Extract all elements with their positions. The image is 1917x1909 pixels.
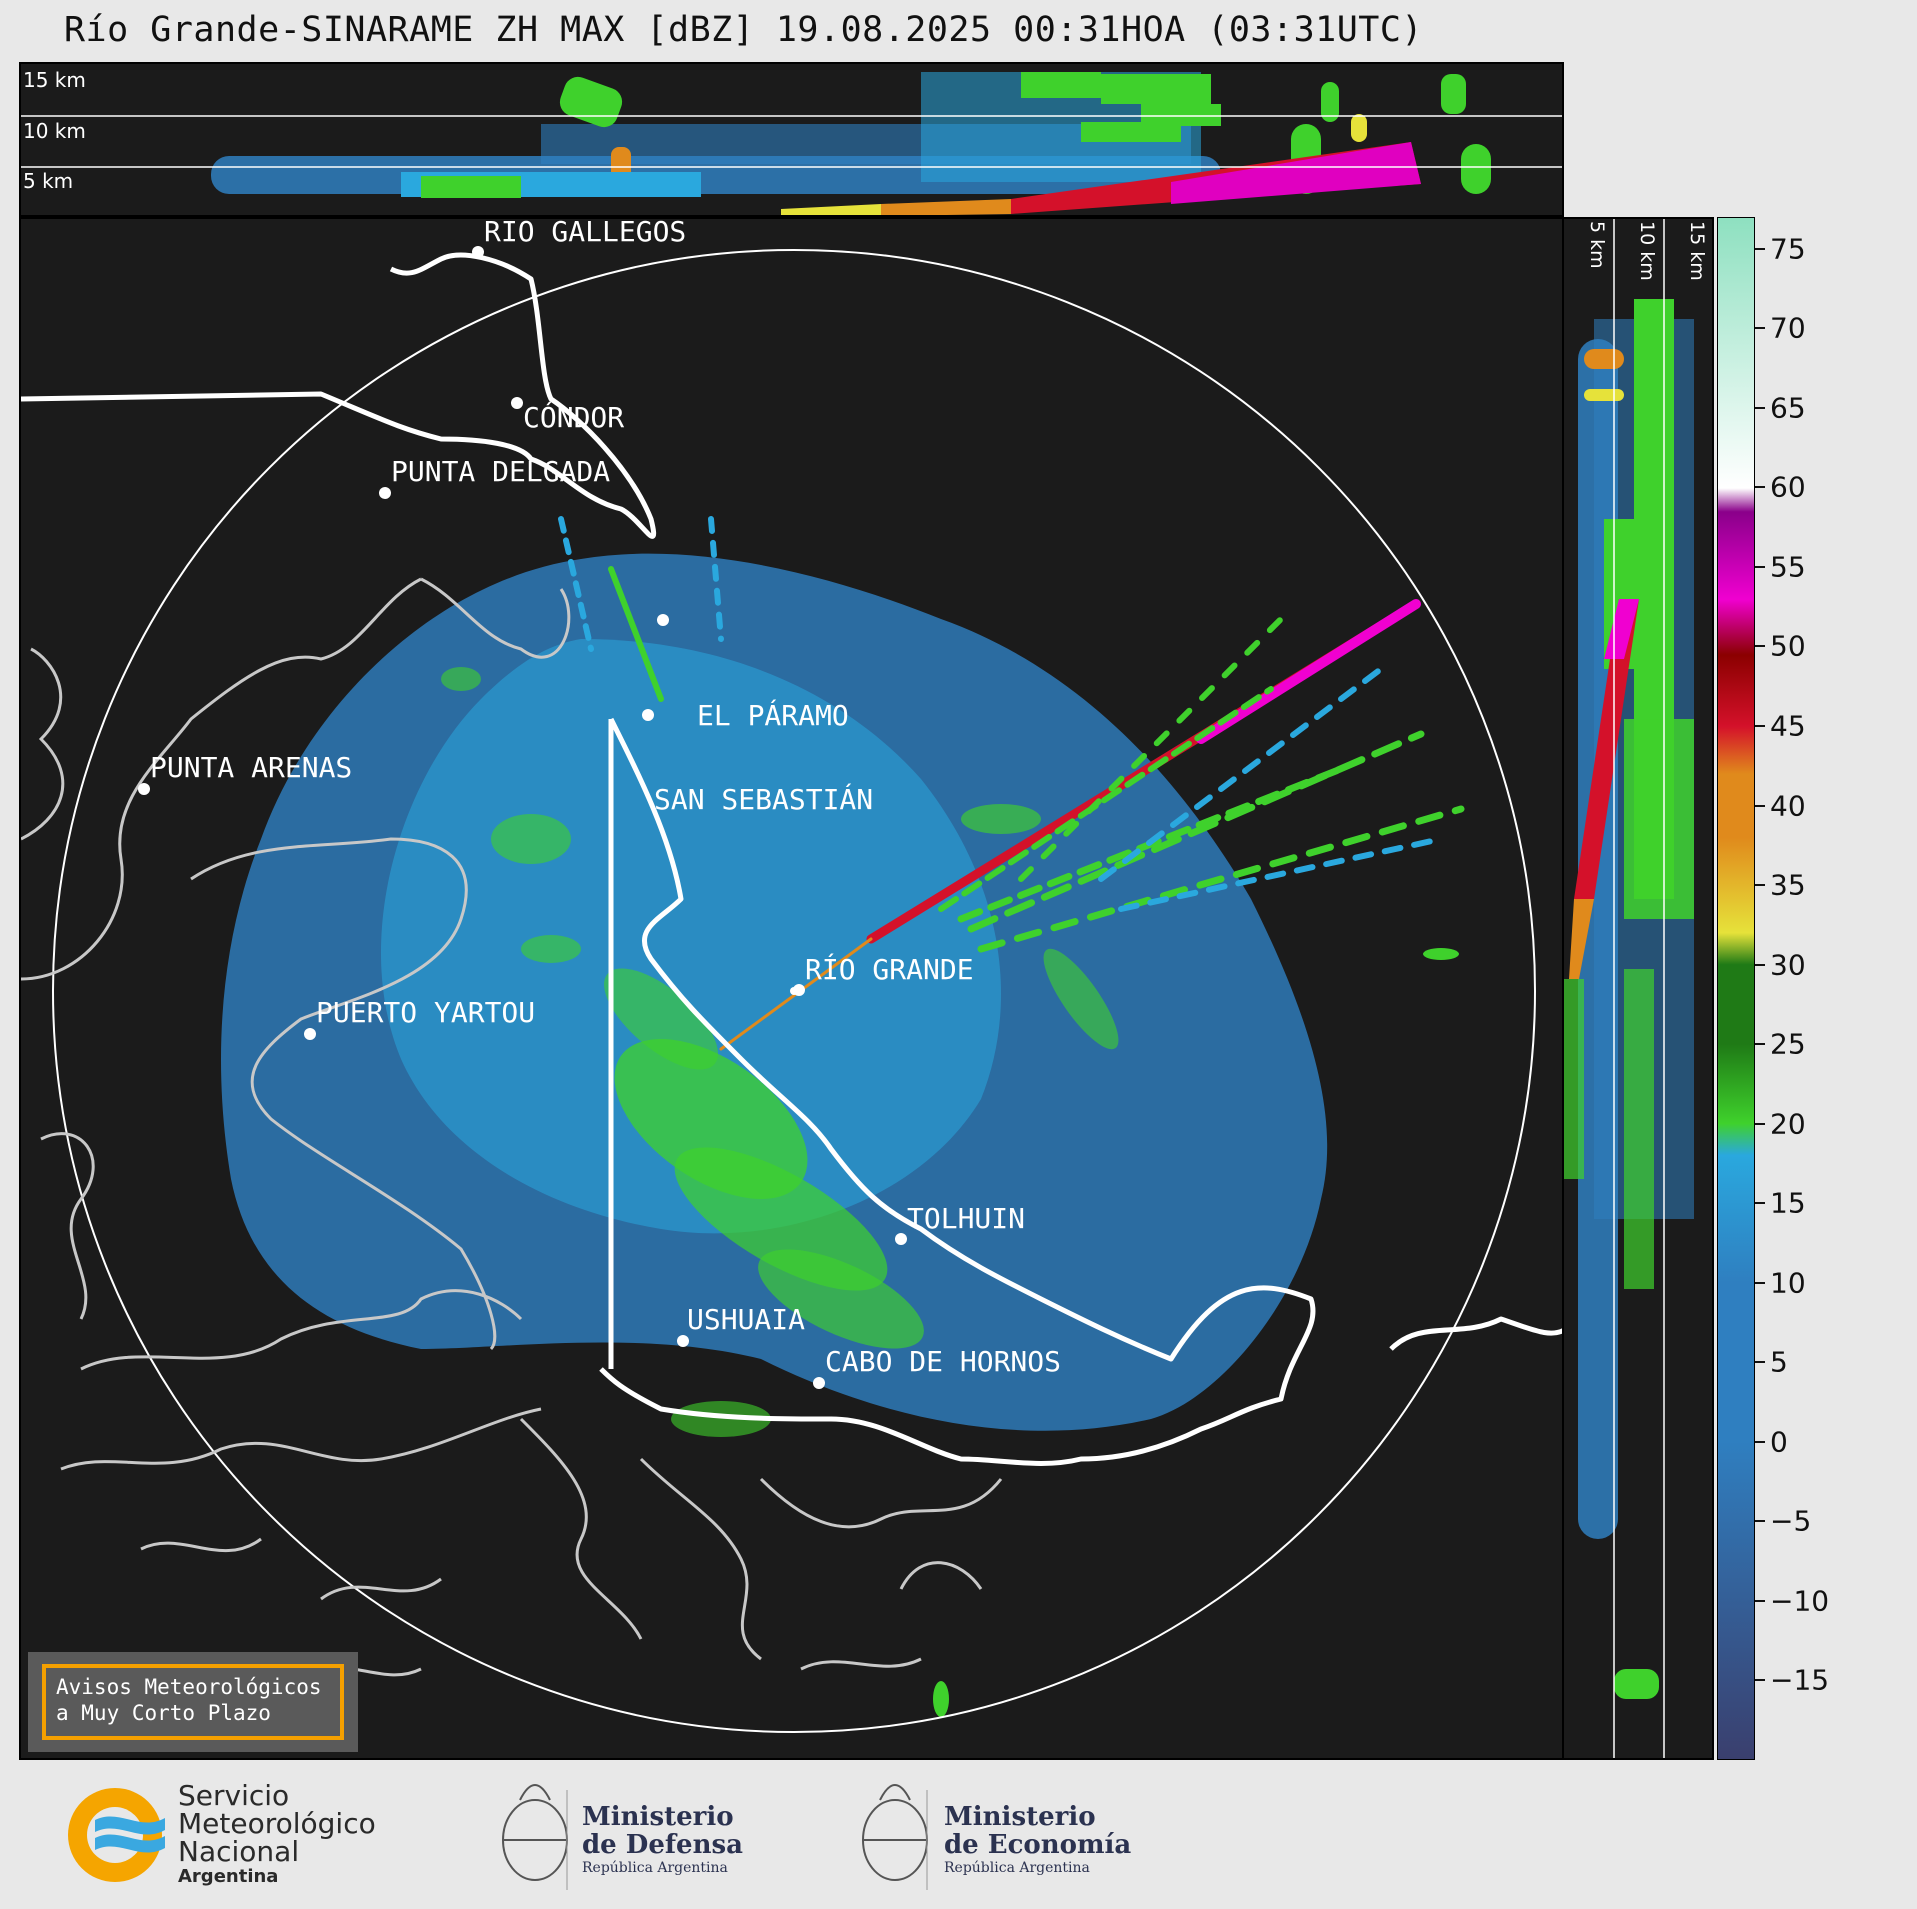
place-label: EL PÁRAMO xyxy=(697,699,849,732)
town-markers xyxy=(138,246,907,1389)
colorbar-tick-label: 25 xyxy=(1770,1027,1806,1061)
radar-map-graphics xyxy=(21,246,1562,1733)
alert-line: a Muy Corto Plazo xyxy=(56,1701,271,1725)
place-label: SAN SEBASTIÁN xyxy=(654,783,874,816)
place-label: RÍO GALLEGOS xyxy=(484,217,687,248)
place-label: TOLHUIN xyxy=(907,1202,1026,1235)
side-altitude-label: 5 km xyxy=(1586,221,1608,269)
colorbar-tick-label: −5 xyxy=(1770,1504,1812,1538)
colorbar-tick-label: 15 xyxy=(1770,1186,1806,1220)
colorbar-tick-label: 55 xyxy=(1770,550,1806,584)
colorbar-tick-label: 0 xyxy=(1770,1425,1788,1459)
colorbar-tick xyxy=(1755,645,1765,648)
colorbar-tick xyxy=(1755,1679,1765,1682)
colorbar-tick-label: 20 xyxy=(1770,1107,1806,1141)
top-altitude-label: 10 km xyxy=(23,119,86,143)
colorbar-tick xyxy=(1755,1043,1765,1046)
colorbar-tick-label: 5 xyxy=(1770,1345,1788,1379)
colorbar-tick-label: 30 xyxy=(1770,948,1806,982)
top-altitude-label: 15 km xyxy=(23,68,86,92)
coat-of-arms-icon xyxy=(862,1784,928,1881)
colorbar-tick xyxy=(1755,406,1765,409)
radar-map: RÍO GALLEGOS CÓNDOR PUNTA DELGADA EL PÁR… xyxy=(19,217,1564,1760)
side-altitude-label: 15 km xyxy=(1686,221,1708,281)
coastline-santa-cruz xyxy=(21,252,657,539)
side-altitude-label: 10 km xyxy=(1636,221,1658,281)
defensa-logo-text: Ministerio de Defensa República Argentin… xyxy=(582,1802,743,1876)
place-label: RÍO GRANDE xyxy=(805,953,974,986)
coat-of-arms-icon xyxy=(502,1784,568,1881)
side-reflectivity-profile xyxy=(1564,219,1694,1758)
top-reflectivity-profile xyxy=(21,72,1562,215)
colorbar-tick-label: 65 xyxy=(1770,391,1806,425)
colorbar-tick-label: 60 xyxy=(1770,470,1806,504)
colorbar-tick xyxy=(1755,1361,1765,1364)
colorbar-tick xyxy=(1755,486,1765,489)
colorbar xyxy=(1717,217,1755,1760)
colorbar-tick xyxy=(1755,1440,1765,1443)
colorbar-tick xyxy=(1755,1520,1765,1523)
colorbar-tick xyxy=(1755,1122,1765,1125)
colorbar-tick xyxy=(1755,1202,1765,1205)
colorbar-tick-label: 70 xyxy=(1770,311,1806,345)
place-label: PUERTO YARTOU xyxy=(316,996,536,1029)
place-label: PUNTA DELGADA xyxy=(391,455,611,488)
colorbar-tick-label: 40 xyxy=(1770,789,1806,823)
place-label: USHUAIA xyxy=(687,1303,806,1336)
colorbar-tick-label: 75 xyxy=(1770,232,1806,266)
colorbar-tick xyxy=(1755,1281,1765,1284)
colorbar-tick xyxy=(1755,963,1765,966)
colorbar-tick xyxy=(1755,725,1765,728)
economia-logo-text: Ministerio de Economía República Argenti… xyxy=(944,1802,1132,1876)
side-cross-section: 5 km 10 km 15 km xyxy=(1564,217,1714,1760)
top-cross-section: 15 km 10 km 5 km xyxy=(19,62,1564,217)
colorbar-tick xyxy=(1755,1599,1765,1602)
footer-logos-graphics xyxy=(68,1784,928,1890)
colorbar-tick-label: 10 xyxy=(1770,1266,1806,1300)
coastline-tierra-del-fuego xyxy=(599,717,1316,1466)
place-label: CABO DE HORNOS xyxy=(825,1345,1062,1378)
colorbar-tick xyxy=(1755,884,1765,887)
map-title: Río Grande-SINARAME ZH MAX [dBZ] 19.08.2… xyxy=(63,10,1424,50)
colorbar-tick xyxy=(1755,247,1765,250)
place-label: PUNTA ARENAS xyxy=(150,751,353,784)
colorbar-tick xyxy=(1755,565,1765,568)
colorbar-tick xyxy=(1755,327,1765,330)
colorbar-tick-label: 35 xyxy=(1770,868,1806,902)
colorbar-tick-label: −15 xyxy=(1770,1663,1830,1697)
alert-line: Avisos Meteorológicos xyxy=(56,1675,322,1699)
colorbar-tick-label: 50 xyxy=(1770,629,1806,663)
top-altitude-label: 5 km xyxy=(23,169,74,193)
alert-box: Avisos Meteorológicos a Muy Corto Plazo xyxy=(28,1652,358,1752)
smn-logo-text: Servicio Meteorológico Nacional Argentin… xyxy=(178,1779,376,1888)
place-label: CÓNDOR xyxy=(523,401,625,434)
colorbar-tick-label: −10 xyxy=(1770,1584,1830,1618)
smn-logo-icon xyxy=(68,1788,165,1882)
colorbar-tick-label: 45 xyxy=(1770,709,1806,743)
colorbar-tick xyxy=(1755,804,1765,807)
